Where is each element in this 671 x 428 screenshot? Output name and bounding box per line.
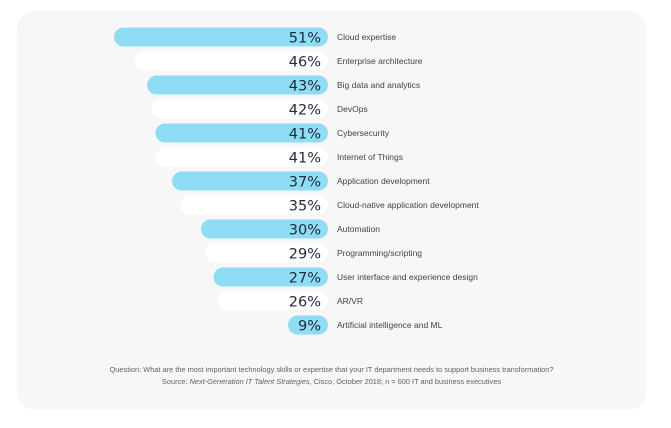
category-label: Application development: [337, 176, 430, 186]
bar-value-label: 41%: [289, 127, 321, 143]
category-label: Cloud-native application development: [337, 200, 479, 210]
bar-value-label: 35%: [289, 199, 321, 215]
category-label: AR/VR: [337, 296, 363, 306]
category-label: Cloud expertise: [337, 32, 396, 42]
bar-value-label: 27%: [289, 271, 321, 287]
bar-7: [172, 171, 328, 191]
bar-value-label: 30%: [289, 223, 321, 239]
source-title: Next-Generation IT Talent Strategies: [189, 377, 310, 386]
category-label: Cybersecurity: [337, 128, 390, 138]
bar-value-label: 26%: [289, 295, 321, 311]
chart-card: [17, 11, 646, 410]
bar-3: [147, 75, 328, 95]
bar-value-label: 37%: [289, 175, 321, 191]
category-label: Big data and analytics: [337, 80, 420, 90]
bar-6: [155, 147, 328, 167]
category-label: Artificial intelligence and ML: [337, 320, 443, 330]
footnote-source: Source: Next-Generation IT Talent Strate…: [17, 376, 646, 388]
bar-4: [151, 99, 328, 119]
bars-group: 51% Cloud expertise 46% Enterprise architec…: [114, 27, 479, 335]
bar-13: [288, 315, 328, 335]
category-label: DevOps: [337, 104, 368, 114]
bar-9: [201, 219, 328, 239]
bar-5: [155, 123, 328, 143]
bar-value-label: 9%: [298, 319, 321, 335]
bar-10: [205, 243, 328, 263]
bar-value-label: 42%: [289, 103, 321, 119]
bar-2: [134, 51, 328, 71]
category-label: User interface and experience design: [337, 272, 478, 282]
bar-value-label: 29%: [289, 247, 321, 263]
category-label: Programming/scripting: [337, 248, 422, 258]
bar-11: [213, 267, 328, 287]
bar-1: [114, 27, 328, 47]
bar-value-label: 51%: [289, 31, 321, 47]
category-label: Internet of Things: [337, 152, 403, 162]
bar-value-label: 46%: [289, 55, 321, 71]
bar-12: [217, 291, 328, 311]
category-label: Automation: [337, 224, 380, 234]
footnote-question: Question: What are the most important te…: [109, 365, 554, 374]
bar-8: [180, 195, 328, 215]
source-details: , Cisco, October 2018; n = 600 IT and bu…: [309, 377, 502, 386]
category-label: Enterprise architecture: [337, 56, 423, 66]
source-prefix: Source:: [161, 377, 190, 386]
bar-value-label: 41%: [289, 151, 321, 167]
bar-value-label: 43%: [289, 79, 321, 95]
